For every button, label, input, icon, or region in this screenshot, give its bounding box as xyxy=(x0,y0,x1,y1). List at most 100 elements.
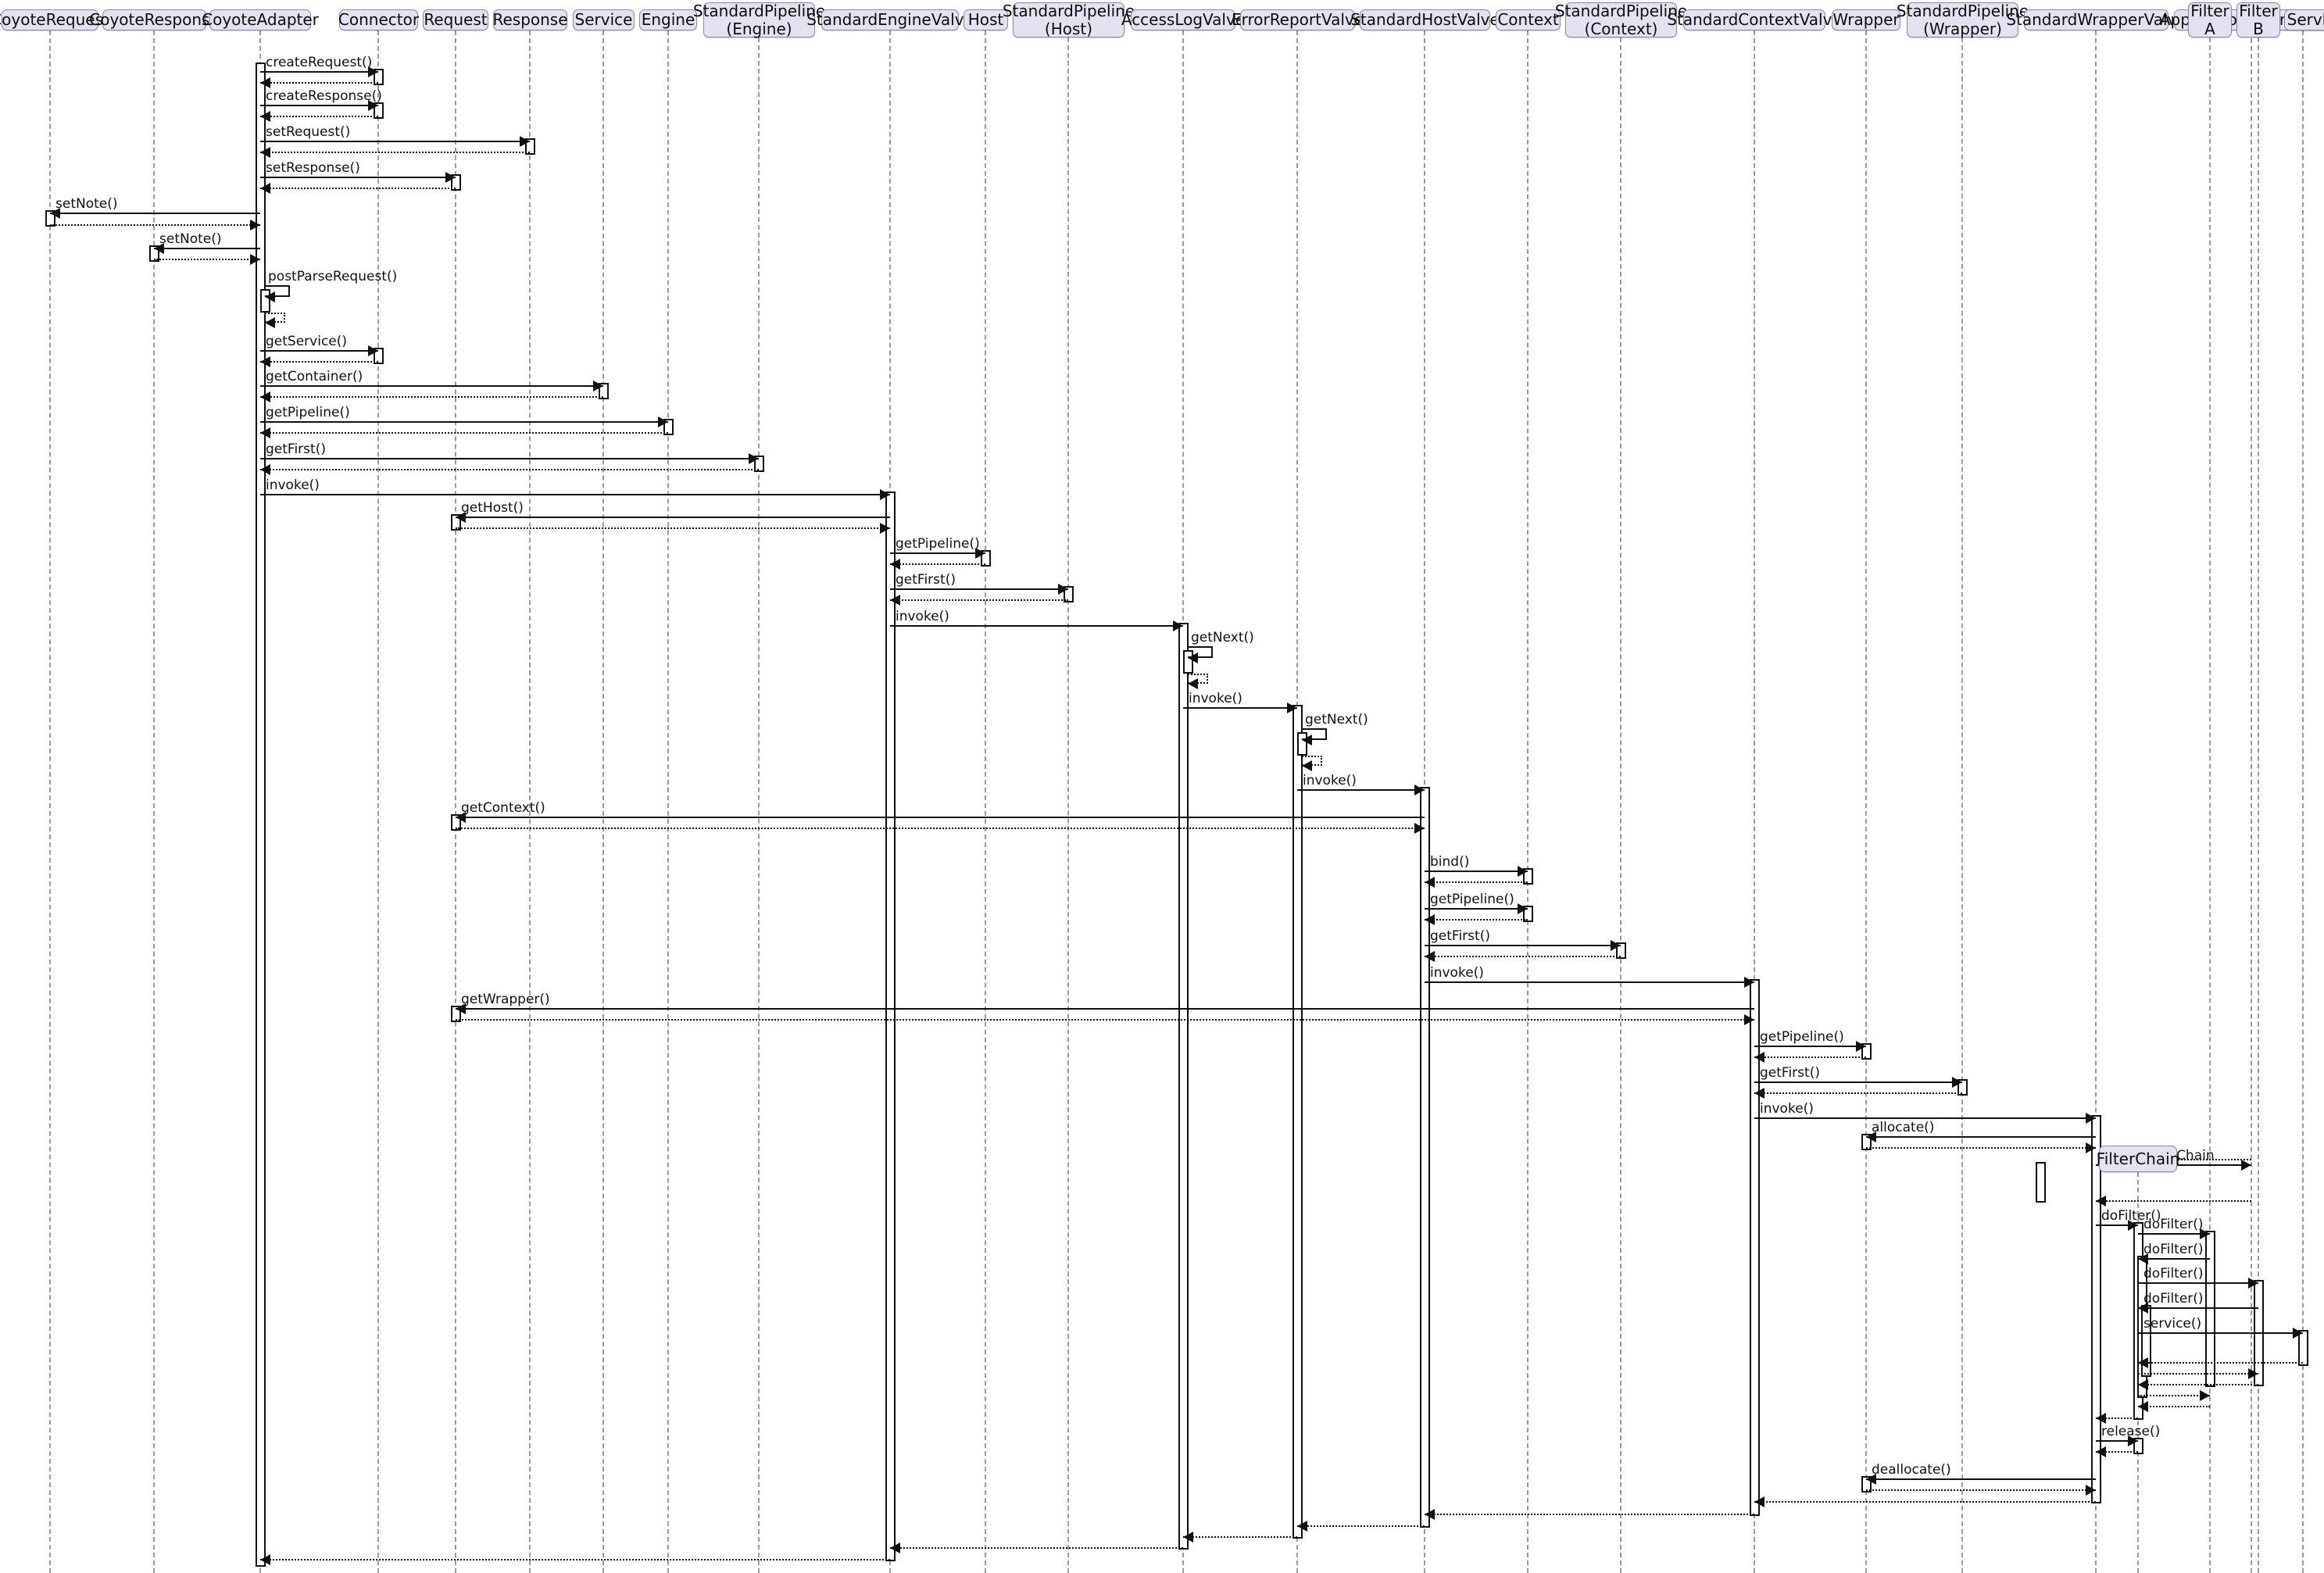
message-line-71 xyxy=(1754,1501,2096,1503)
message-line-57 xyxy=(2138,1258,2210,1260)
arrowhead xyxy=(2086,1142,2096,1153)
message-line-21 xyxy=(260,469,759,470)
arrowhead xyxy=(1518,866,1528,877)
arrowhead xyxy=(880,523,890,534)
participant-hostValve[interactable]: StandardHostValve xyxy=(1350,9,1500,30)
participant-request[interactable]: Request xyxy=(423,9,488,30)
arrowhead xyxy=(2248,1278,2258,1289)
self-message-30 xyxy=(1188,646,1213,658)
message-label: release() xyxy=(2101,1424,2161,1439)
participant-engine[interactable]: Engine xyxy=(639,9,697,30)
arrowhead xyxy=(445,172,456,183)
participant-engineValve[interactable]: StandardEngineValve xyxy=(806,9,974,30)
message-label: getNext() xyxy=(1191,630,1254,645)
participant-errorReportValve[interactable]: ErrorReportValve xyxy=(1231,9,1364,30)
participant-coyoteResponse[interactable]: CoyoteResponse xyxy=(89,9,220,30)
activation-bar xyxy=(1293,705,1303,1539)
message-label: getPipeline() xyxy=(1760,1029,1844,1045)
activation-bar xyxy=(885,492,896,1561)
arrowhead xyxy=(1425,1509,1435,1520)
message-line-2 xyxy=(260,82,378,84)
arrowhead xyxy=(1952,1077,1962,1088)
lifeline-response xyxy=(529,30,531,1573)
message-line-4 xyxy=(260,116,378,117)
lifeline-host xyxy=(985,30,986,1573)
participant-servlet[interactable]: Servlet xyxy=(2284,9,2324,30)
message-label: setRequest() xyxy=(266,124,351,140)
participant-coyoteRequest[interactable]: CoyoteRequest xyxy=(0,9,109,30)
arrowhead xyxy=(265,291,275,302)
arrowhead xyxy=(265,317,275,328)
message-line-42 xyxy=(1425,981,1754,983)
message-label: doFilter() xyxy=(2143,1266,2204,1282)
message-label: doFilter() xyxy=(2143,1242,2204,1257)
arrowhead xyxy=(260,464,270,475)
participant-coyoteAdapter[interactable]: CoyoteAdapter xyxy=(202,9,319,30)
message-line-51 xyxy=(1866,1147,2096,1149)
participant-pipelineWrapper[interactable]: StandardPipeline (Wrapper) xyxy=(1896,2,2029,38)
created-object-filterChain[interactable]: FilterChain xyxy=(2097,1146,2179,1172)
participant-service[interactable]: Service xyxy=(573,9,635,30)
message-line-12 xyxy=(154,259,260,260)
arrowhead xyxy=(593,381,603,391)
participant-accessLogValve[interactable]: AccessLogValve xyxy=(1121,9,1246,30)
lifeline-contextValve xyxy=(1754,30,1755,1573)
participant-wrapperValve[interactable]: StandardWrapperValve xyxy=(2006,9,2186,30)
arrowhead xyxy=(1058,584,1068,595)
message-label: doFilter() xyxy=(2101,1208,2161,1224)
message-line-59 xyxy=(2138,1307,2258,1309)
participant-host[interactable]: Host xyxy=(964,9,1008,30)
message-line-39 xyxy=(1425,919,1528,921)
participant-filterB[interactable]: Filter B xyxy=(2236,2,2280,38)
message-line-25 xyxy=(890,552,985,554)
message-line-63 xyxy=(2138,1384,2258,1385)
arrowhead xyxy=(2128,1435,2138,1446)
message-line-47 xyxy=(1754,1081,1962,1083)
message-label: service() xyxy=(2143,1316,2202,1332)
arrowhead xyxy=(890,595,900,606)
participant-pipelineHost[interactable]: StandardPipeline (Host) xyxy=(1002,2,1135,38)
participant-response[interactable]: Response xyxy=(492,9,568,30)
arrowhead xyxy=(1188,678,1198,689)
message-line-29 xyxy=(890,625,1183,627)
message-line-18 xyxy=(260,421,668,423)
message-label: getFirst() xyxy=(896,572,956,588)
message-line-16 xyxy=(260,385,603,387)
participant-wrapper[interactable]: Wrapper xyxy=(1832,9,1900,30)
arrowhead xyxy=(1297,1521,1307,1532)
message-line-44 xyxy=(456,1019,1754,1021)
arrowhead xyxy=(749,453,759,464)
message-label: deallocate() xyxy=(1872,1462,1951,1478)
participant-filterA[interactable]: Filter A xyxy=(2188,2,2232,38)
message-label: getContext() xyxy=(461,800,545,816)
message-label: allocate() xyxy=(1872,1120,1935,1135)
arrowhead xyxy=(1518,903,1528,914)
lifeline-wrapperValve xyxy=(2095,30,2097,1573)
message-line-53 xyxy=(2138,1159,2251,1160)
message-line-64 xyxy=(2138,1395,2210,1396)
arrowhead xyxy=(456,1003,466,1014)
message-label: invoke() xyxy=(1303,773,1357,788)
lifeline-engine xyxy=(667,30,669,1573)
message-line-41 xyxy=(1425,956,1621,957)
message-label: doFilter() xyxy=(2143,1217,2204,1232)
activation-bar xyxy=(1750,979,1760,1516)
participant-contextValve[interactable]: StandardContextValve xyxy=(1667,9,1842,30)
arrowhead xyxy=(1744,977,1754,988)
message-label: invoke() xyxy=(1760,1101,1814,1117)
message-line-33 xyxy=(1297,789,1425,791)
participant-context[interactable]: Context xyxy=(1496,9,1561,30)
lifeline-filterB xyxy=(2258,38,2259,1573)
participant-pipelineEngine[interactable]: StandardPipeline (Engine) xyxy=(692,2,826,38)
arrowhead xyxy=(2293,1328,2303,1339)
message-line-38 xyxy=(1425,908,1528,910)
arrowhead xyxy=(880,489,890,500)
participant-pipelineContext[interactable]: StandardPipeline (Context) xyxy=(1554,2,1688,38)
message-line-28 xyxy=(890,599,1068,601)
message-line-72 xyxy=(1425,1514,1754,1515)
message-line-37 xyxy=(1425,881,1528,883)
participant-connector[interactable]: Connector xyxy=(338,9,420,30)
message-label: postParseRequest() xyxy=(268,269,398,284)
message-line-48 xyxy=(1754,1092,1962,1094)
message-line-49 xyxy=(1754,1117,2096,1119)
